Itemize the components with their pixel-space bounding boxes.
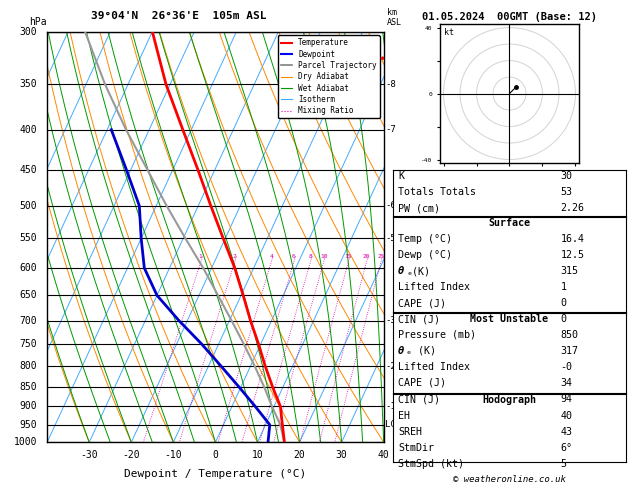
Text: 550: 550 (19, 233, 37, 243)
Text: 950: 950 (19, 420, 37, 430)
Text: -20: -20 (123, 451, 140, 460)
Text: 850: 850 (19, 382, 37, 392)
Text: 53: 53 (560, 188, 572, 197)
Text: Pressure (mb): Pressure (mb) (398, 330, 476, 340)
Text: Hodograph: Hodograph (482, 395, 537, 405)
Text: 8: 8 (308, 254, 312, 259)
Text: Dewp (°C): Dewp (°C) (398, 250, 452, 260)
Text: 6: 6 (292, 254, 296, 259)
Text: km
ASL: km ASL (387, 8, 402, 28)
Text: 750: 750 (19, 339, 37, 349)
Text: -6: -6 (386, 201, 396, 210)
Text: EH: EH (398, 411, 410, 421)
Text: 30: 30 (560, 172, 572, 181)
Legend: Temperature, Dewpoint, Parcel Trajectory, Dry Adiabat, Wet Adiabat, Isotherm, Mi: Temperature, Dewpoint, Parcel Trajectory… (277, 35, 380, 118)
Text: 0: 0 (213, 451, 218, 460)
Text: StmSpd (kt): StmSpd (kt) (398, 459, 464, 469)
Text: CIN (J): CIN (J) (398, 314, 440, 324)
Text: 1: 1 (199, 254, 203, 259)
Text: 650: 650 (19, 290, 37, 300)
Text: 315: 315 (560, 266, 579, 276)
Text: LCL: LCL (386, 420, 401, 429)
Text: 500: 500 (19, 201, 37, 211)
Text: -7: -7 (386, 125, 396, 134)
Text: 850: 850 (560, 330, 579, 340)
Text: 20: 20 (294, 451, 306, 460)
Text: 800: 800 (19, 361, 37, 371)
Text: Lifted Index: Lifted Index (398, 282, 470, 292)
Text: © weatheronline.co.uk: © weatheronline.co.uk (453, 474, 566, 484)
Text: 350: 350 (19, 79, 37, 89)
Text: 25: 25 (377, 254, 384, 259)
Text: StmDir: StmDir (398, 443, 434, 453)
Text: ●: ● (381, 56, 384, 61)
Text: θ: θ (398, 266, 404, 276)
Text: ₑ (K): ₑ (K) (406, 346, 437, 356)
Text: 15: 15 (345, 254, 352, 259)
Text: 2.26: 2.26 (560, 204, 585, 213)
Text: 01.05.2024  00GMT (Base: 12): 01.05.2024 00GMT (Base: 12) (422, 12, 597, 22)
Text: -8: -8 (386, 80, 396, 88)
Text: 0: 0 (560, 298, 567, 308)
Text: 2: 2 (233, 254, 237, 259)
Text: 0: 0 (560, 314, 567, 324)
Text: 20: 20 (363, 254, 370, 259)
Text: kt: kt (443, 28, 454, 36)
Text: 94: 94 (560, 394, 572, 404)
Text: Surface: Surface (489, 218, 530, 228)
Text: 39°04'N  26°36'E  105m ASL: 39°04'N 26°36'E 105m ASL (91, 11, 267, 21)
Text: 6°: 6° (560, 443, 572, 453)
Text: 10: 10 (320, 254, 327, 259)
Text: CAPE (J): CAPE (J) (398, 378, 446, 388)
Text: 1: 1 (560, 282, 567, 292)
Text: 900: 900 (19, 401, 37, 411)
Text: 40: 40 (378, 451, 389, 460)
Text: 1000: 1000 (14, 437, 37, 447)
Text: Lifted Index: Lifted Index (398, 362, 470, 372)
Text: 16.4: 16.4 (560, 234, 585, 244)
Text: Totals Totals: Totals Totals (398, 188, 476, 197)
Text: -2: -2 (386, 362, 396, 371)
Text: CIN (J): CIN (J) (398, 394, 440, 404)
Text: 300: 300 (19, 27, 37, 36)
Text: -0: -0 (560, 362, 572, 372)
Text: 600: 600 (19, 263, 37, 273)
Text: 4: 4 (269, 254, 273, 259)
Text: 450: 450 (19, 165, 37, 175)
Text: 34: 34 (560, 378, 572, 388)
Text: Dewpoint / Temperature (°C): Dewpoint / Temperature (°C) (125, 469, 306, 479)
Text: -5: -5 (386, 234, 396, 243)
Text: -10: -10 (165, 451, 182, 460)
Text: PW (cm): PW (cm) (398, 204, 440, 213)
Text: ₑ(K): ₑ(K) (406, 266, 430, 276)
Text: 400: 400 (19, 125, 37, 135)
Text: 5: 5 (560, 459, 567, 469)
Text: SREH: SREH (398, 427, 422, 437)
Text: Temp (°C): Temp (°C) (398, 234, 452, 244)
Text: Most Unstable: Most Unstable (470, 314, 548, 324)
Text: 700: 700 (19, 315, 37, 326)
Text: -30: -30 (81, 451, 98, 460)
Text: hPa: hPa (29, 17, 47, 28)
Text: -1: -1 (386, 402, 396, 411)
Text: 317: 317 (560, 346, 579, 356)
Text: θ: θ (398, 346, 404, 356)
Text: -3: -3 (386, 316, 396, 325)
Text: 43: 43 (560, 427, 572, 437)
Text: Mixing Ratio (g/kg): Mixing Ratio (g/kg) (423, 190, 432, 284)
Text: 30: 30 (336, 451, 347, 460)
Text: CAPE (J): CAPE (J) (398, 298, 446, 308)
Text: K: K (398, 172, 404, 181)
Text: 12.5: 12.5 (560, 250, 585, 260)
Text: 40: 40 (560, 411, 572, 421)
Text: 10: 10 (252, 451, 264, 460)
